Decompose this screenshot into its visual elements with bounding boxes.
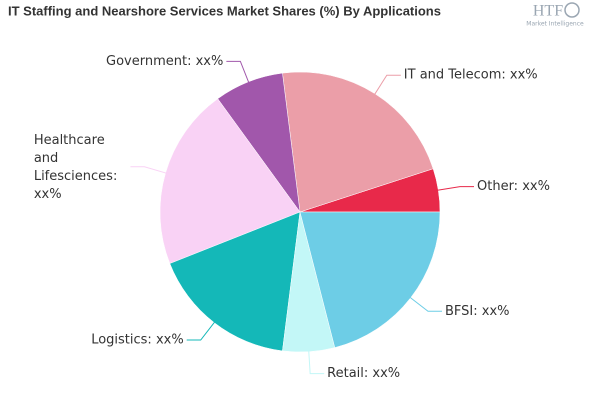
logo-subtitle: Market Intelligence	[526, 21, 584, 28]
slice-label: Healthcare and Lifesciences: xx%	[34, 132, 118, 201]
chart-title: IT Staffing and Nearshore Services Marke…	[8, 3, 441, 18]
slice-label: Government: xx%	[106, 54, 223, 69]
slice-label: BFSI: xx%	[445, 304, 510, 319]
slice-label: IT and Telecom: xx%	[404, 68, 538, 83]
leader-line	[434, 186, 475, 192]
leader-line	[407, 294, 443, 312]
slice-label: Other: xx%	[477, 179, 550, 194]
slice-label: Retail: xx%	[327, 366, 400, 381]
leader-line	[308, 347, 325, 375]
leader-line	[186, 319, 218, 341]
slice-label: Logistics: xx%	[91, 333, 184, 348]
logo-icon	[564, 2, 580, 18]
leader-line	[372, 74, 401, 98]
logo-text: HTF	[533, 3, 563, 20]
leader-line	[226, 60, 251, 86]
logo: HTF Market Intelligence	[526, 2, 584, 28]
leader-line	[130, 166, 170, 175]
